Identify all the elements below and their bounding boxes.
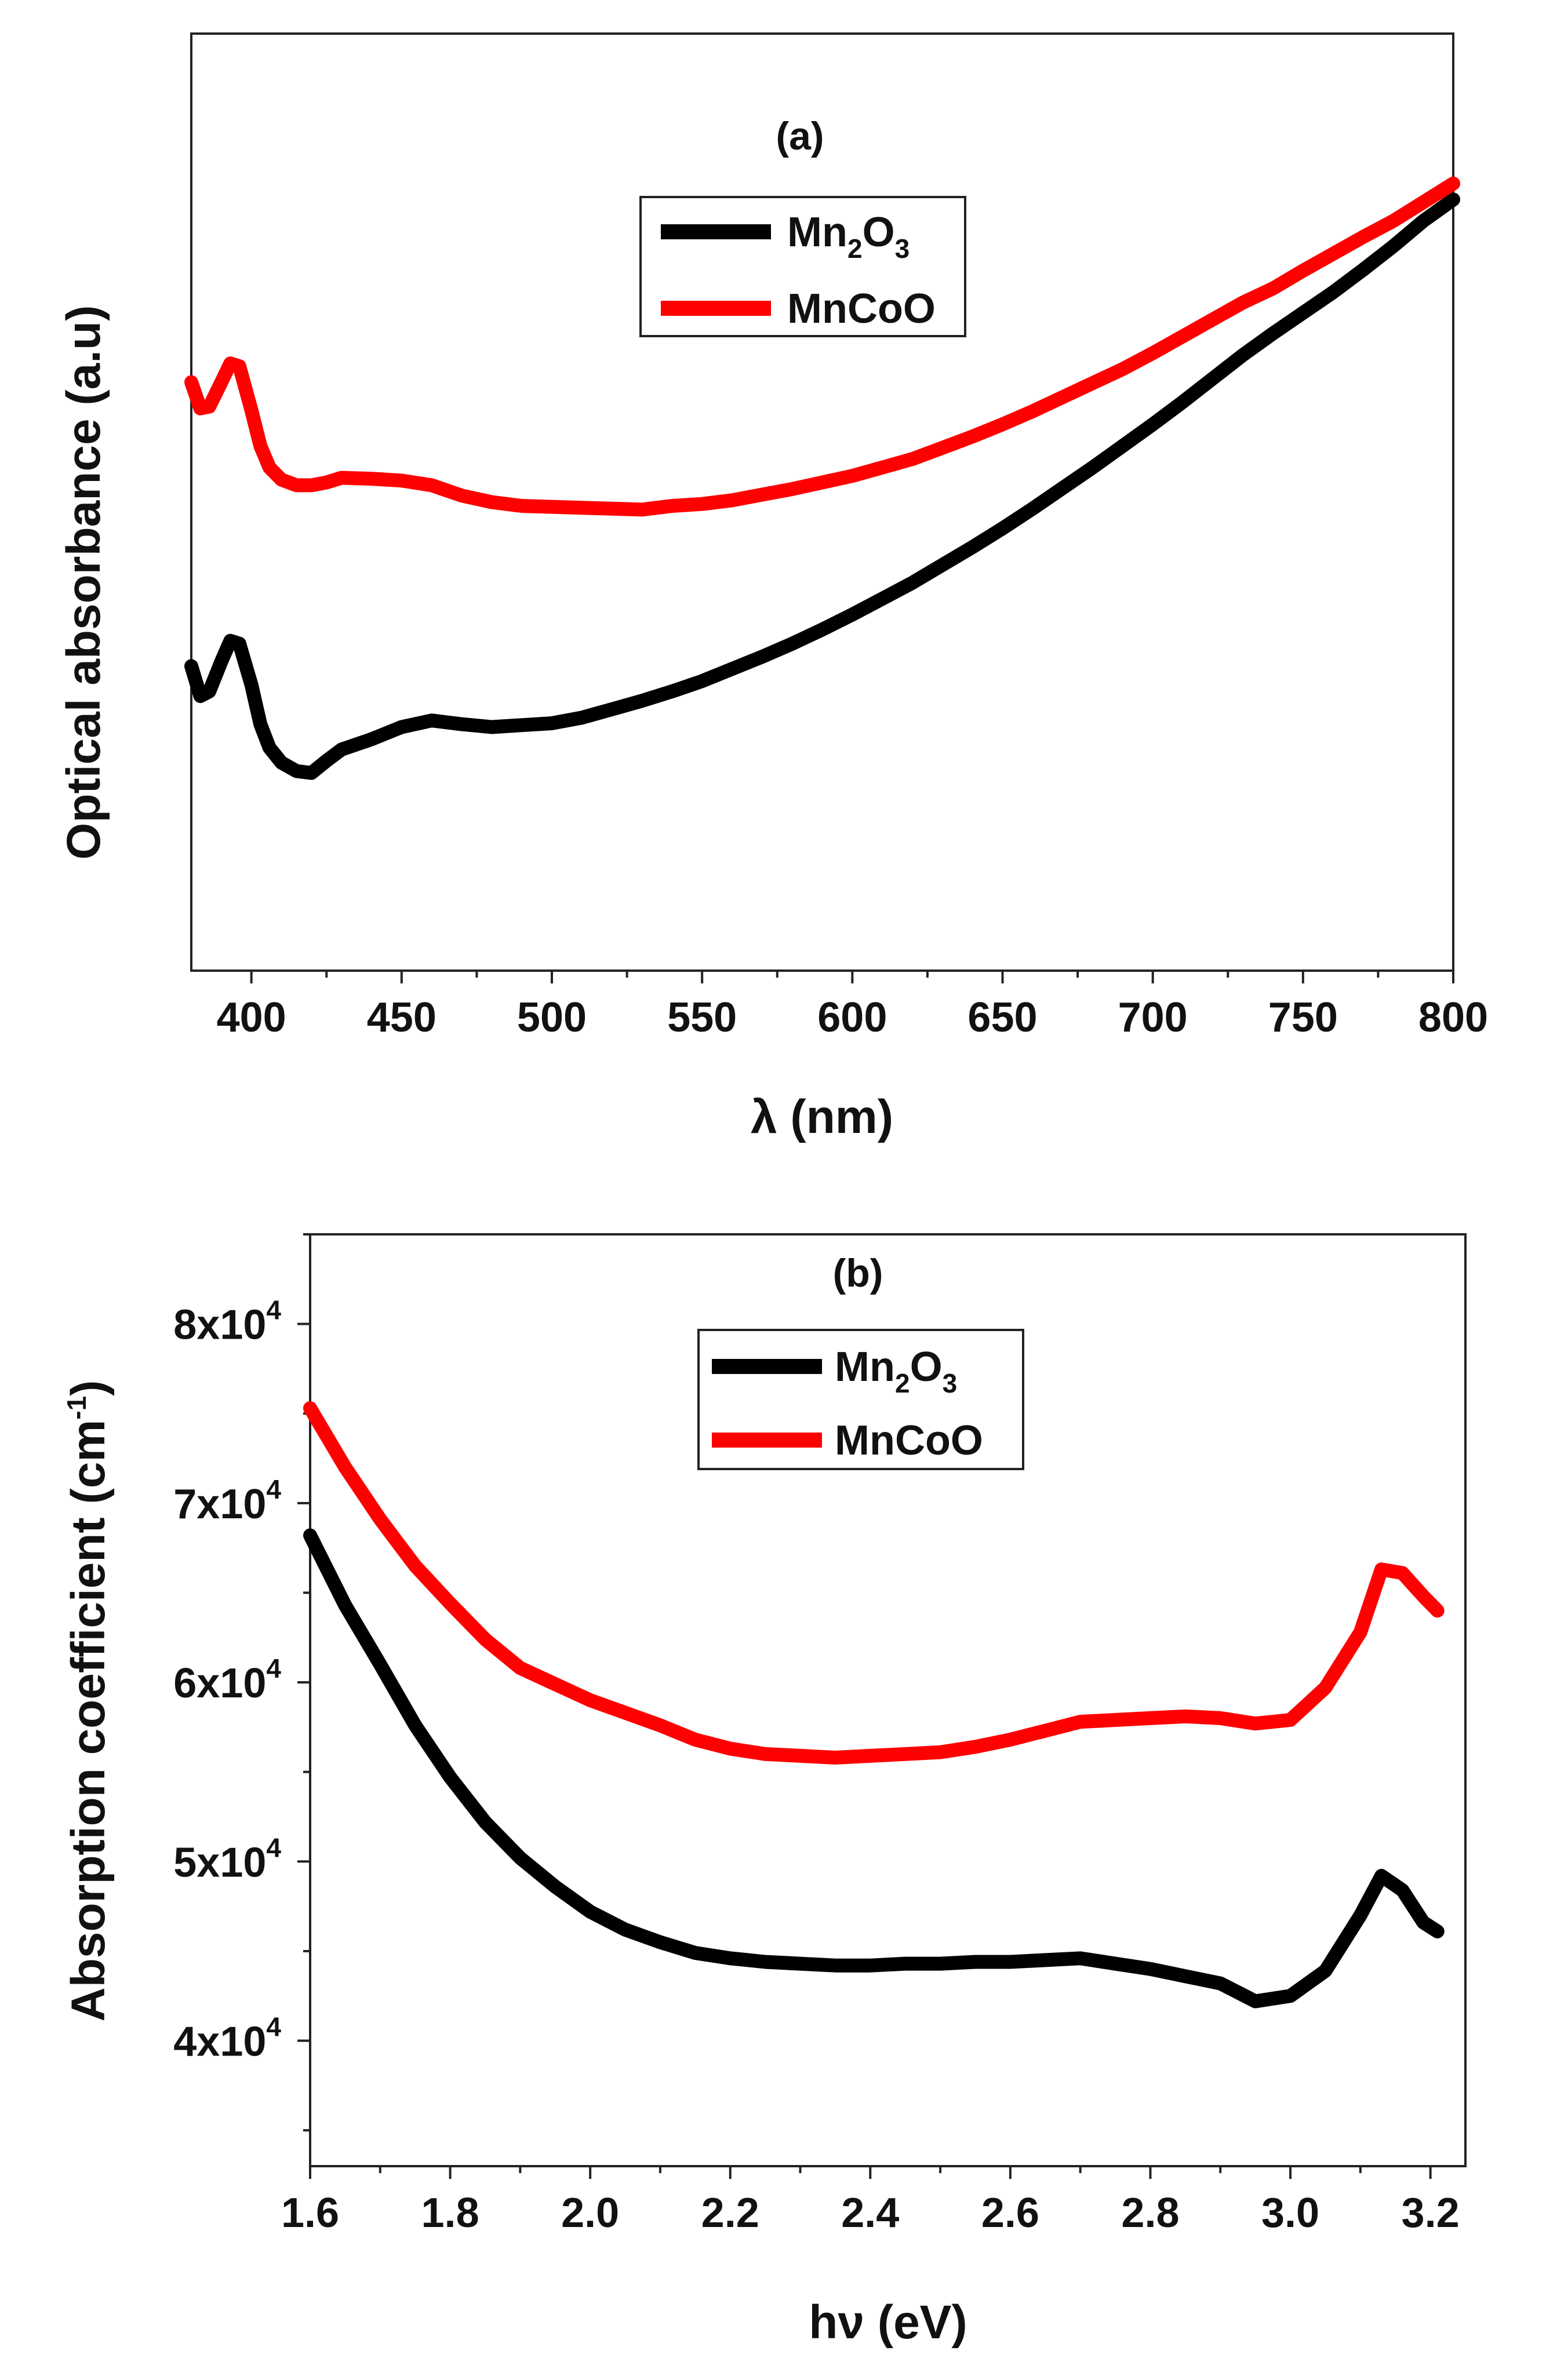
legend-o-base: O bbox=[910, 1344, 943, 1390]
panel-b-y-axis-ticks bbox=[297, 1233, 310, 2132]
panel-b-plot-frame bbox=[309, 1233, 1467, 2167]
y-tick-mantissa: 6x10 bbox=[173, 1660, 266, 1707]
panel-a-x-axis-label: λ (nm) bbox=[751, 1091, 893, 1143]
x-tick-label: 1.8 bbox=[421, 2190, 479, 2236]
panel-a-series-lines bbox=[184, 176, 1460, 780]
y-tick-mantissa: 7x10 bbox=[173, 1481, 266, 1528]
series-line-mn2o3 bbox=[184, 192, 1460, 780]
legend-sub-2: 2 bbox=[847, 234, 863, 264]
y-label-exponent: -1 bbox=[61, 1396, 92, 1420]
y-label-close: ) bbox=[62, 1380, 115, 1396]
legend-mn-base: Mn bbox=[835, 1344, 895, 1390]
y-tick-mantissa: 5x10 bbox=[173, 1839, 266, 1886]
series-line-mncoo bbox=[184, 176, 1460, 517]
y-tick-label: 4x104 bbox=[173, 2012, 281, 2065]
y-tick-label: 5x104 bbox=[173, 1832, 281, 1886]
panel-b-legend: Mn2O3 MnCoO bbox=[697, 1329, 1024, 1470]
panel-b: 1.6 1.8 2.0 2.2 2.4 2.6 2.8 3.0 3.2 4x1045x1046x… bbox=[61, 1233, 1467, 2349]
x-tick-label: 2.4 bbox=[841, 2190, 899, 2236]
y-tick-mantissa: 8x10 bbox=[173, 1302, 266, 1348]
series-line-mncoo bbox=[303, 1401, 1445, 1765]
panel-b-series-lines bbox=[303, 1401, 1445, 2009]
panel-b-legend-label-mn2o3: Mn2O3 bbox=[835, 1344, 957, 1398]
x-tick-label: 750 bbox=[1268, 994, 1338, 1041]
panel-a-x-tick-labels: 400 450 500 550 600 650 700 750 800 bbox=[217, 994, 1488, 1041]
x-tick-label: 2.6 bbox=[981, 2190, 1039, 2236]
panel-a-y-axis-label: Optical absorbance (a.u) bbox=[57, 305, 110, 860]
x-tick-label: 1.6 bbox=[281, 2190, 339, 2236]
x-tick-label: 2.0 bbox=[561, 2190, 619, 2236]
panel-a-legend: Mn2O3 MnCoO bbox=[639, 196, 966, 337]
x-tick-label: 600 bbox=[817, 994, 887, 1041]
y-tick-exponent: 4 bbox=[266, 2012, 281, 2042]
y-tick-exponent: 4 bbox=[266, 1832, 281, 1863]
panel-b-label: (b) bbox=[833, 1251, 883, 1295]
panel-a-label: (a) bbox=[776, 114, 824, 158]
legend-sub-2: 2 bbox=[895, 1368, 910, 1398]
y-tick-exponent: 4 bbox=[266, 1474, 281, 1504]
x-tick-label: 650 bbox=[967, 994, 1037, 1041]
panel-b-x-axis-label: hν (eV) bbox=[809, 2296, 967, 2349]
panel-b-legend-label-mncoo: MnCoO bbox=[835, 1417, 983, 1464]
panel-a-x-axis-ticks bbox=[250, 971, 1454, 983]
x-tick-label: 700 bbox=[1118, 994, 1188, 1041]
x-tick-label: 400 bbox=[217, 994, 286, 1041]
x-tick-label: 800 bbox=[1418, 994, 1488, 1041]
x-tick-label: 450 bbox=[367, 994, 436, 1041]
x-tick-label: 550 bbox=[667, 994, 737, 1041]
x-tick-label: 3.2 bbox=[1402, 2190, 1460, 2236]
y-tick-mantissa: 4x10 bbox=[173, 2019, 266, 2065]
x-tick-label: 3.0 bbox=[1261, 2190, 1319, 2236]
legend-mn-base: Mn bbox=[787, 209, 847, 256]
x-tick-label: 2.2 bbox=[701, 2190, 759, 2236]
panel-a-legend-label-mn2o3: Mn2O3 bbox=[787, 209, 910, 264]
y-tick-label: 6x104 bbox=[173, 1653, 281, 1707]
x-tick-label: 500 bbox=[517, 994, 587, 1041]
legend-sub-3: 3 bbox=[943, 1368, 958, 1398]
panel-b-x-tick-labels: 1.6 1.8 2.0 2.2 2.4 2.6 2.8 3.0 3.2 bbox=[281, 2190, 1460, 2236]
panel-a-legend-label-mncoo: MnCoO bbox=[787, 286, 936, 332]
legend-o-base: O bbox=[863, 209, 895, 256]
y-tick-label: 7x104 bbox=[173, 1474, 281, 1528]
x-tick-label: 2.8 bbox=[1121, 2190, 1179, 2236]
panel-b-x-axis-ticks bbox=[309, 2166, 1432, 2179]
y-tick-label: 8x104 bbox=[173, 1295, 281, 1348]
legend-sub-3: 3 bbox=[895, 234, 910, 264]
panel-a-plot-frame bbox=[190, 32, 1454, 972]
panel-b-y-axis-label: Absorption coefficient (cm-1) bbox=[61, 1380, 115, 2022]
y-label-base: Absorption coefficient (cm bbox=[62, 1420, 115, 2022]
y-tick-exponent: 4 bbox=[266, 1295, 281, 1325]
series-line-mn2o3 bbox=[303, 1528, 1445, 2009]
panel-a: 400 450 500 550 600 650 700 750 800 (a) Mn2O3 Mn… bbox=[57, 32, 1488, 1143]
y-tick-exponent: 4 bbox=[266, 1653, 281, 1683]
